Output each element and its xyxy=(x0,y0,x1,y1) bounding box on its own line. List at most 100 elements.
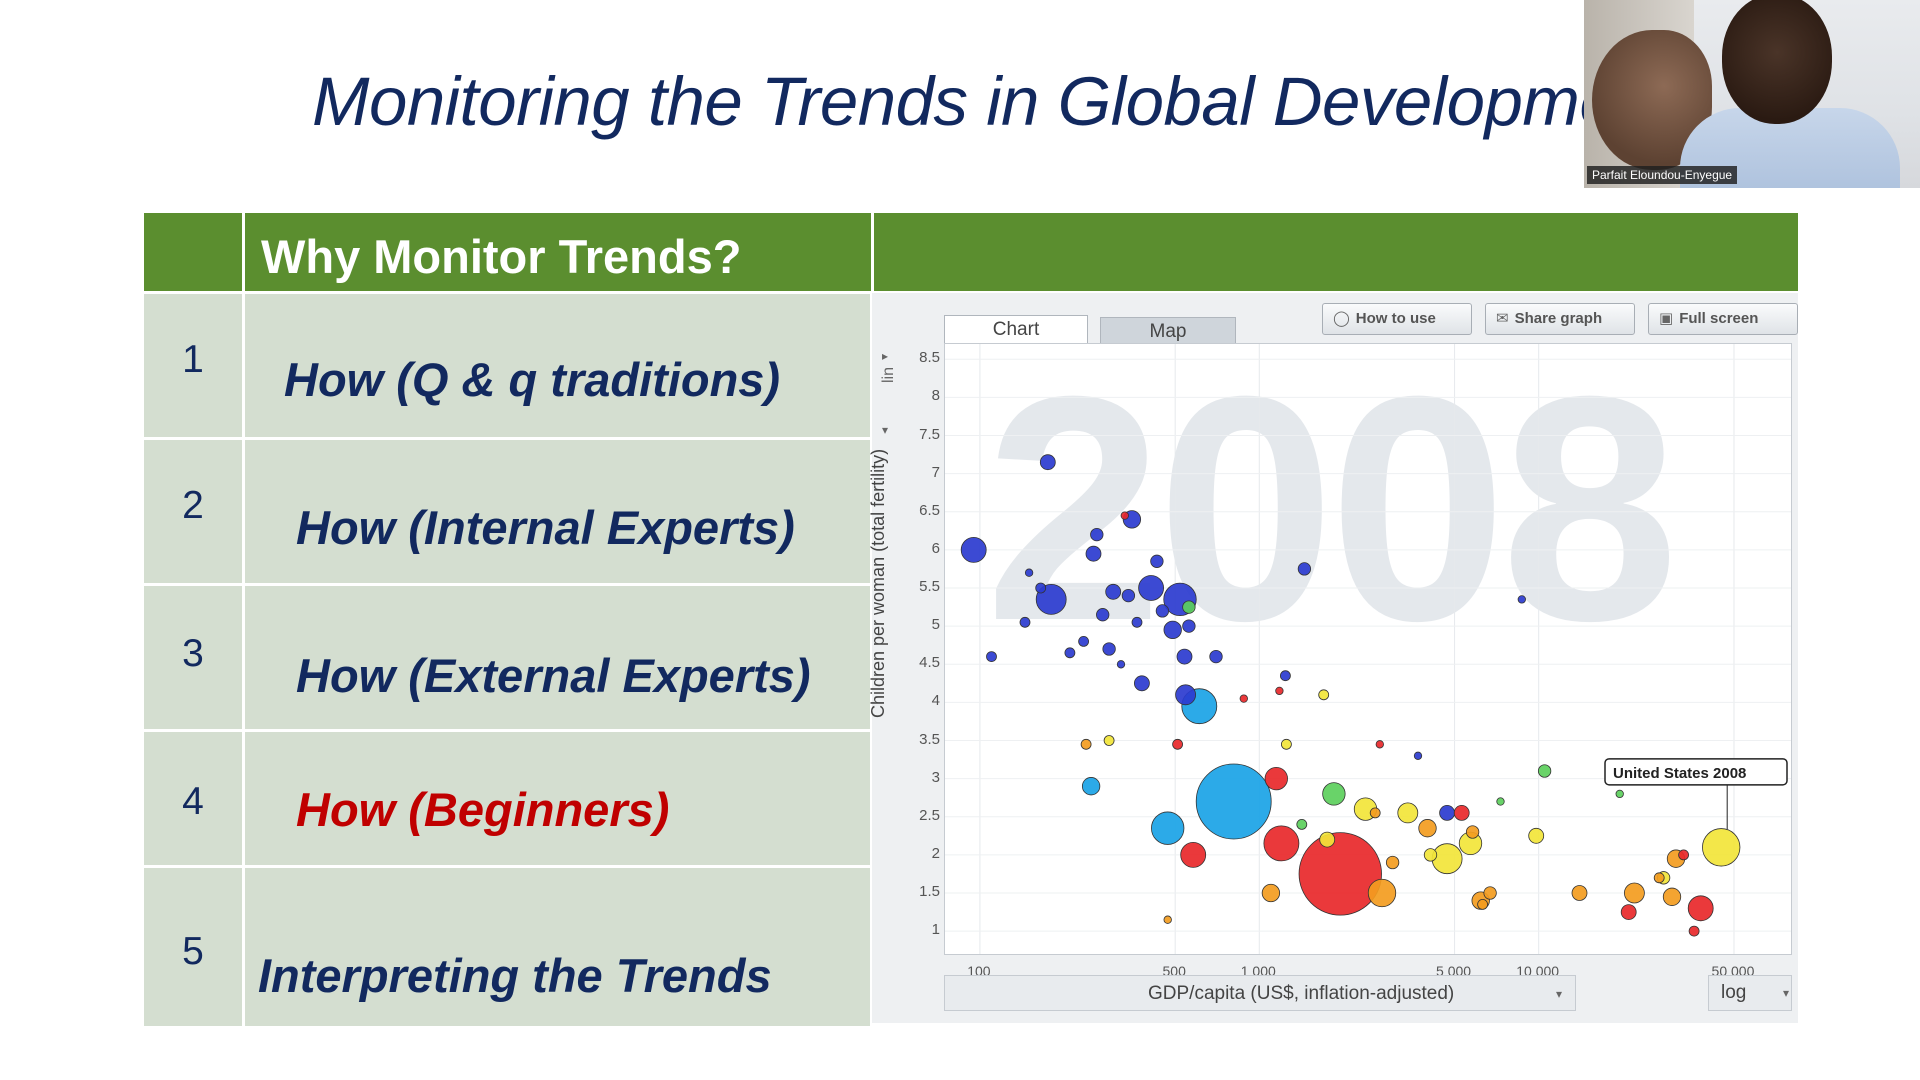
bubble-chart[interactable]: United States 2008 xyxy=(945,344,1791,954)
country-bubble[interactable] xyxy=(1078,635,1090,647)
country-bubble[interactable] xyxy=(1620,904,1637,920)
country-bubble[interactable] xyxy=(1662,887,1682,906)
country-bubble[interactable] xyxy=(1439,804,1456,821)
x-indicator-dropdown-icon[interactable]: ▾ xyxy=(1556,987,1563,1001)
country-bubble[interactable] xyxy=(1453,804,1470,821)
row-text: Interpreting the Trends xyxy=(258,949,772,1002)
country-bubble[interactable] xyxy=(1688,925,1700,937)
country-bubble[interactable] xyxy=(1024,568,1034,577)
country-bubble[interactable] xyxy=(1653,872,1665,884)
country-bubble[interactable] xyxy=(1150,554,1164,568)
country-bubble[interactable] xyxy=(1702,828,1741,867)
country-bubble[interactable] xyxy=(1138,575,1165,601)
country-bubble[interactable] xyxy=(1318,689,1330,701)
y-axis-label[interactable]: Children per woman (total fertility) xyxy=(868,448,888,718)
country-bubble[interactable] xyxy=(1369,807,1381,819)
country-bubble[interactable] xyxy=(1296,818,1308,830)
country-bubble[interactable] xyxy=(1182,619,1196,633)
country-bubble[interactable] xyxy=(1537,764,1552,778)
country-bubble[interactable] xyxy=(1397,802,1419,824)
country-bubble[interactable] xyxy=(1298,832,1382,916)
country-bubble[interactable] xyxy=(1477,899,1488,910)
country-bubble[interactable] xyxy=(1155,604,1170,618)
country-bubble[interactable] xyxy=(1175,684,1197,706)
share-graph-button[interactable]: ✉ Share graph xyxy=(1485,303,1635,335)
country-bubble[interactable] xyxy=(1039,454,1056,471)
scale-up-arrow-icon[interactable]: ▸ xyxy=(882,349,889,363)
country-bubble[interactable] xyxy=(1319,831,1336,848)
country-bubble[interactable] xyxy=(1322,782,1346,806)
country-bubble[interactable] xyxy=(1182,600,1196,614)
tooltip-box xyxy=(1604,758,1788,786)
country-bubble[interactable] xyxy=(1131,616,1143,628)
country-bubble[interactable] xyxy=(986,651,997,663)
envelope-icon: ✉ xyxy=(1496,310,1509,327)
x-scale-selector[interactable]: log ▾ xyxy=(1708,975,1792,1011)
country-bubble[interactable] xyxy=(1176,648,1193,665)
y-tick-label: 8 xyxy=(931,387,940,405)
country-bubble[interactable] xyxy=(960,536,987,563)
country-bubble[interactable] xyxy=(1035,582,1047,594)
country-bubble[interactable] xyxy=(1496,797,1505,806)
country-bubble[interactable] xyxy=(1367,878,1397,908)
country-bubble[interactable] xyxy=(1116,660,1126,669)
country-bubble[interactable] xyxy=(1465,825,1480,839)
plot-area[interactable]: 2008 United States 2008 xyxy=(944,343,1792,955)
country-bubble[interactable] xyxy=(1163,915,1172,924)
full-screen-label: Full screen xyxy=(1679,310,1759,327)
country-bubble[interactable] xyxy=(1133,675,1150,692)
x-indicator-selector[interactable] xyxy=(944,975,1576,1011)
how-to-use-button[interactable]: ◯ How to use xyxy=(1322,303,1472,335)
table-row: 4 How (Beginners) xyxy=(144,729,870,868)
country-bubble[interactable] xyxy=(1080,738,1092,750)
country-bubble[interactable] xyxy=(1385,855,1400,870)
fullscreen-icon: ▣ xyxy=(1659,310,1674,327)
country-bubble[interactable] xyxy=(1297,562,1312,576)
country-bubble[interactable] xyxy=(1687,895,1714,922)
y-scale-selector[interactable]: lin xyxy=(880,366,897,383)
country-bubble[interactable] xyxy=(1102,642,1116,656)
country-bubble[interactable] xyxy=(1413,751,1423,760)
country-bubble[interactable] xyxy=(1180,841,1207,868)
country-bubble[interactable] xyxy=(1172,738,1184,750)
country-bubble[interactable] xyxy=(1209,649,1223,664)
country-bubble[interactable] xyxy=(1163,620,1182,640)
country-bubble[interactable] xyxy=(1483,886,1497,900)
participant-video[interactable]: Parfait Eloundou-Enyegue xyxy=(1584,0,1920,188)
country-bubble[interactable] xyxy=(1375,740,1384,749)
country-bubble[interactable] xyxy=(1423,848,1438,862)
country-bubble[interactable] xyxy=(1280,738,1292,750)
country-bubble[interactable] xyxy=(1121,588,1136,603)
country-bubble[interactable] xyxy=(1103,735,1115,746)
country-bubble[interactable] xyxy=(1678,849,1689,861)
country-bubble[interactable] xyxy=(1264,766,1288,791)
country-bubble[interactable] xyxy=(1275,686,1284,696)
tab-chart[interactable]: Chart xyxy=(944,315,1088,344)
country-bubble[interactable] xyxy=(1090,527,1104,542)
y-tick-label: 2 xyxy=(931,844,940,862)
country-bubble[interactable] xyxy=(1239,694,1248,703)
country-bubble[interactable] xyxy=(1120,511,1129,520)
country-bubble[interactable] xyxy=(1081,777,1101,796)
x-axis-label[interactable]: GDP/capita (US$, inflation-adjusted) xyxy=(1148,983,1455,1004)
country-bubble[interactable] xyxy=(1571,885,1588,901)
tab-map[interactable]: Map xyxy=(1100,317,1236,346)
country-bubble[interactable] xyxy=(1263,825,1300,862)
country-bubble[interactable] xyxy=(1261,883,1281,903)
country-bubble[interactable] xyxy=(1151,811,1185,845)
country-bubble[interactable] xyxy=(1019,616,1031,628)
country-bubble[interactable] xyxy=(1064,647,1076,659)
country-bubble[interactable] xyxy=(1195,763,1272,840)
full-screen-button[interactable]: ▣ Full screen xyxy=(1648,303,1798,335)
country-bubble[interactable] xyxy=(1615,789,1624,799)
country-bubble[interactable] xyxy=(1528,827,1545,844)
country-bubble[interactable] xyxy=(1279,670,1291,682)
scale-down-arrow-icon[interactable]: ▾ xyxy=(882,423,889,437)
country-bubble[interactable] xyxy=(1517,595,1526,604)
country-bubble[interactable] xyxy=(1105,583,1122,600)
country-bubble[interactable] xyxy=(1096,608,1110,622)
country-bubble[interactable] xyxy=(1085,545,1102,562)
country-bubble[interactable] xyxy=(1431,843,1463,875)
country-bubble[interactable] xyxy=(1418,819,1437,838)
country-bubble[interactable] xyxy=(1624,882,1645,904)
